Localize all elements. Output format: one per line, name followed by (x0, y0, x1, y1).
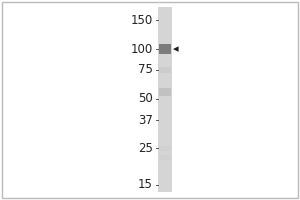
Bar (158, 7, 172, 192)
Text: 50: 50 (138, 92, 153, 105)
Text: 15: 15 (138, 178, 153, 192)
Text: 100: 100 (131, 43, 153, 56)
Text: 75: 75 (138, 63, 153, 76)
Bar (159, 155, 171, 160)
FancyBboxPatch shape (2, 2, 298, 198)
Bar (159, 44, 171, 54)
Text: 37: 37 (138, 114, 153, 127)
Text: 25: 25 (138, 142, 153, 155)
Bar (159, 146, 171, 151)
Bar (159, 67, 171, 73)
Bar (159, 88, 171, 96)
Text: 150: 150 (131, 14, 153, 26)
